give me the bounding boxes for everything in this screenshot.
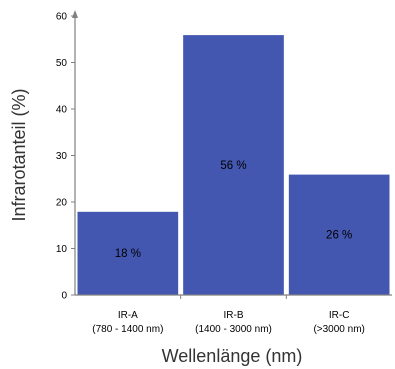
x-tick-label-1-1: (1400 - 3000 nm) xyxy=(195,324,272,335)
bars-group xyxy=(76,34,391,296)
bar-0 xyxy=(76,210,180,296)
x-tick-label-1-0: IR-B xyxy=(224,310,244,321)
data-label-0: 18 % xyxy=(115,248,141,260)
bar-1 xyxy=(182,34,285,296)
x-categories-group: IR-A (780 - 1400 nm) IR-B (1400 - 3000 nm) I… xyxy=(92,310,365,335)
y-tick-label-0: 0 xyxy=(61,291,67,302)
y-tick-label-20: 20 xyxy=(56,198,68,209)
y-tick-label-10: 10 xyxy=(56,244,68,255)
x-tick-label-0-0: IR-A xyxy=(118,310,138,321)
x-tick-label-2-1: (>3000 nm) xyxy=(313,324,364,335)
y-tick-label-40: 40 xyxy=(56,105,68,116)
bar-2 xyxy=(287,173,391,296)
y-axis-title: Infrarotanteil (%) xyxy=(9,88,29,221)
data-label-1: 56 % xyxy=(220,160,246,172)
x-tick-label-2-0: IR-C xyxy=(329,310,350,321)
data-label-2: 26 % xyxy=(326,230,352,242)
x-axis-title: Wellenlänge (nm) xyxy=(162,346,303,366)
y-ticks-group: 0 10 20 30 40 50 60 xyxy=(56,12,75,302)
y-tick-label-30: 30 xyxy=(56,151,68,162)
y-axis-arrow xyxy=(72,10,78,18)
y-tick-label-60: 60 xyxy=(56,12,68,23)
y-tick-label-50: 50 xyxy=(56,58,68,69)
x-tick-label-0-1: (780 - 1400 nm) xyxy=(92,324,163,335)
data-labels-group: 18 % 56 % 26 % xyxy=(115,160,353,260)
